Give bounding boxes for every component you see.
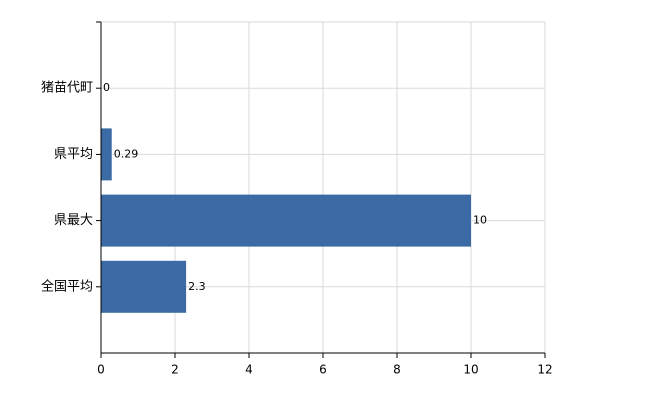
value-label: 0.29 [114, 147, 139, 160]
x-tick-label: 12 [537, 363, 552, 377]
y-tick-label: 猪苗代町 [41, 81, 93, 96]
value-label: 2.3 [188, 280, 206, 293]
x-tick-label: 2 [171, 363, 179, 377]
bar [101, 260, 187, 313]
x-tick-label: 10 [463, 363, 478, 377]
y-tick-label: 全国平均 [41, 278, 93, 294]
value-label: 10 [473, 214, 487, 227]
bar [101, 194, 471, 247]
y-tick-label: 県平均 [54, 147, 93, 162]
x-tick-label: 6 [319, 363, 327, 377]
x-tick-label: 4 [245, 363, 253, 377]
y-tick-label: 県最大 [54, 213, 93, 228]
bar [101, 128, 112, 181]
x-tick-label: 0 [97, 363, 105, 377]
x-tick-label: 8 [393, 363, 401, 377]
value-label: 0 [103, 81, 110, 94]
